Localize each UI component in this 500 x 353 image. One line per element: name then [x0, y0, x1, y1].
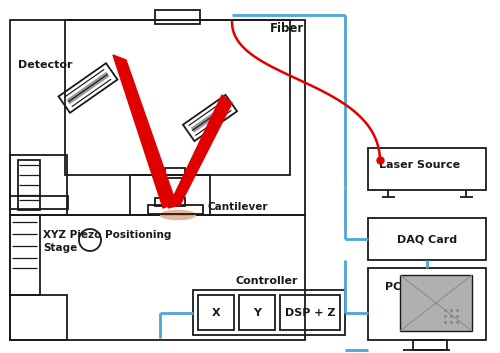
Bar — [165, 168, 185, 178]
Text: Fiber: Fiber — [270, 22, 304, 35]
Bar — [239, 295, 275, 330]
Bar — [148, 205, 203, 214]
Bar — [130, 175, 210, 215]
Text: PC: PC — [385, 282, 401, 292]
Bar — [10, 20, 305, 215]
Bar — [10, 196, 68, 209]
Bar — [400, 275, 472, 331]
Bar — [155, 10, 200, 24]
Text: DAQ Card: DAQ Card — [397, 234, 457, 244]
Text: XYZ Piezo Positioning
Stage: XYZ Piezo Positioning Stage — [43, 230, 172, 253]
Polygon shape — [168, 95, 232, 208]
Polygon shape — [192, 104, 228, 132]
Text: Laser Source: Laser Source — [380, 160, 460, 170]
Bar — [413, 340, 447, 350]
Bar — [368, 268, 486, 340]
Ellipse shape — [160, 210, 196, 220]
Bar — [198, 295, 234, 330]
Text: X: X — [212, 308, 220, 318]
Polygon shape — [113, 55, 176, 208]
Bar — [368, 148, 486, 190]
Text: Cantilever: Cantilever — [207, 202, 268, 212]
Bar — [10, 155, 67, 215]
Text: Detector: Detector — [18, 60, 72, 70]
Bar — [368, 218, 486, 260]
Bar — [280, 295, 340, 330]
Bar — [10, 215, 40, 295]
Bar — [155, 198, 185, 206]
Bar — [10, 295, 67, 340]
Polygon shape — [67, 72, 109, 104]
Bar — [18, 160, 40, 210]
Text: Controller: Controller — [236, 276, 298, 286]
Bar — [10, 215, 305, 340]
Bar — [193, 290, 345, 335]
Text: DSP + Z: DSP + Z — [285, 308, 335, 318]
Text: Y: Y — [253, 308, 261, 318]
Bar — [65, 20, 290, 175]
